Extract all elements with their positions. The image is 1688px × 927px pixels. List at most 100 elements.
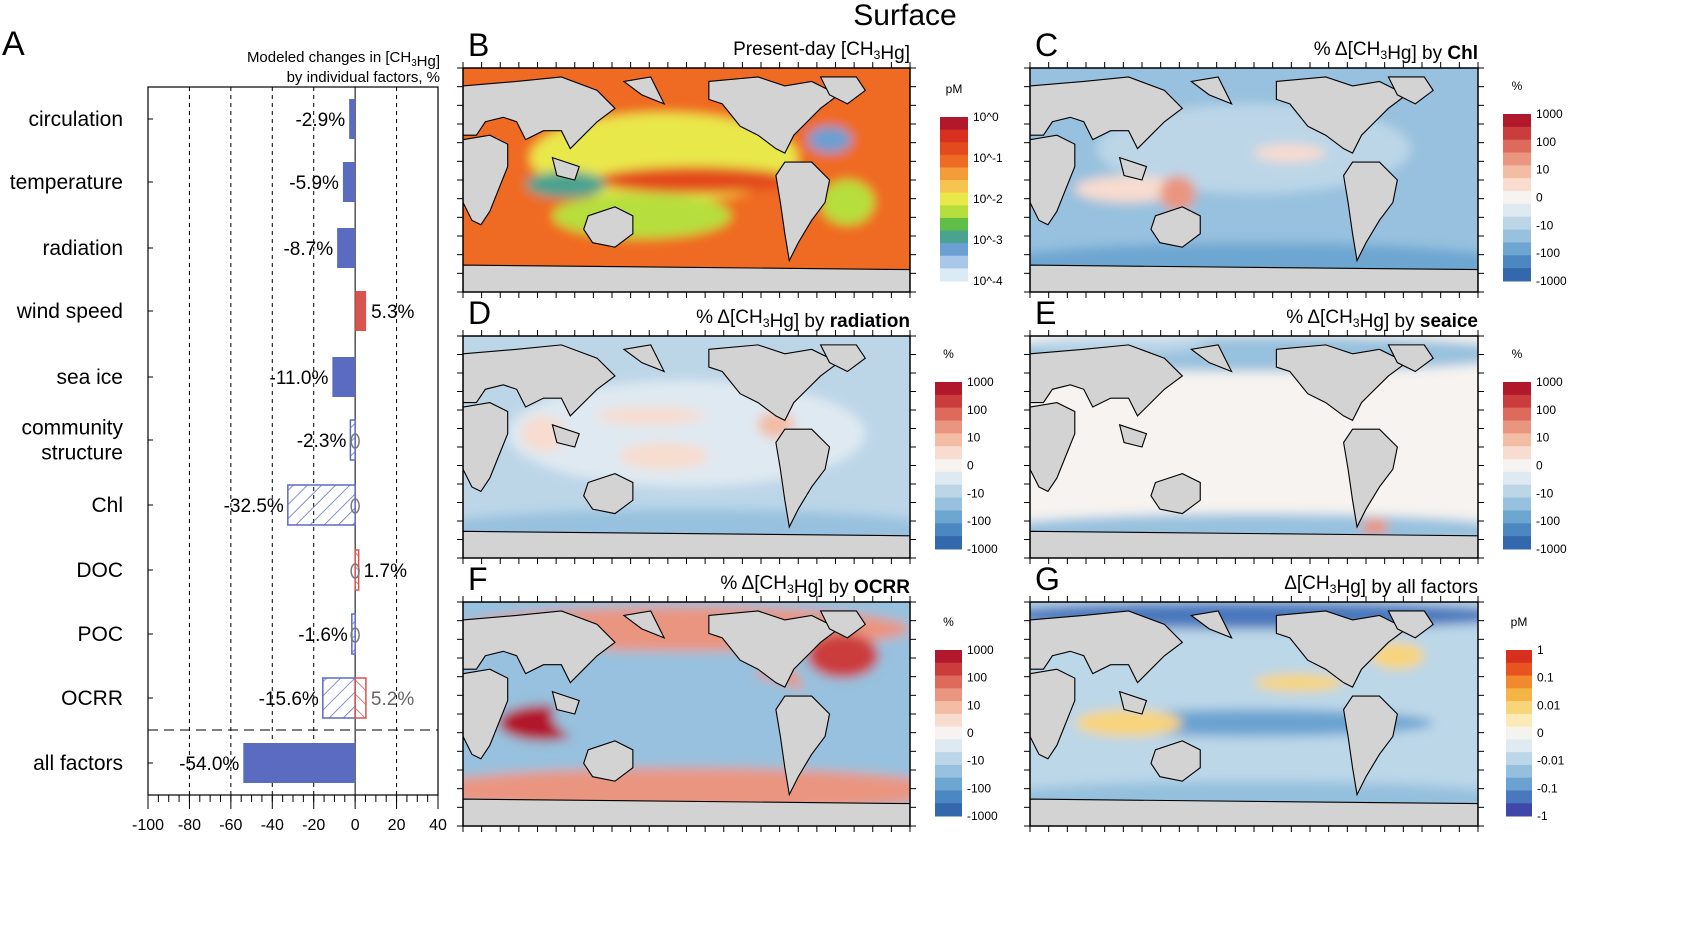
colorbar-tick-label: -1000 xyxy=(1536,542,1567,556)
colorbar-swatch xyxy=(1503,484,1531,499)
category-label: DOC xyxy=(76,559,123,582)
colorbar-unit: % xyxy=(1512,79,1523,93)
land xyxy=(1150,473,1201,515)
colorbar-tick-label: 0 xyxy=(1537,726,1544,740)
colorbar-unit: % xyxy=(943,615,954,629)
colorbar-swatch xyxy=(935,407,962,422)
colorbar-swatch xyxy=(1506,739,1532,753)
colorbar-swatch xyxy=(1503,433,1531,447)
land xyxy=(1150,206,1201,248)
bar xyxy=(342,162,356,202)
colorbar-tick-label: 1000 xyxy=(1536,107,1563,121)
colorbar-tick-label: 100 xyxy=(967,403,987,417)
colorbar-swatch xyxy=(1503,536,1531,550)
panel-letter: E xyxy=(1035,295,1056,331)
land xyxy=(1030,264,1478,292)
colorbar-swatch xyxy=(940,192,968,206)
bar xyxy=(354,677,367,719)
land xyxy=(463,134,509,226)
colorbar-tick-label: 10^-4 xyxy=(973,274,1003,288)
colorbar-swatch xyxy=(935,382,962,396)
colorbar-swatch xyxy=(1503,268,1531,282)
map-title: % Δ[CH3Hg] by seaice xyxy=(1286,307,1478,332)
zero-marker xyxy=(350,627,360,643)
x-tick-label: 40 xyxy=(429,817,447,834)
data-label: -1.6% xyxy=(298,625,348,646)
colorbar-swatch xyxy=(1506,726,1532,740)
bar xyxy=(349,419,356,461)
map-title-bold: seaice xyxy=(1420,311,1478,332)
land xyxy=(775,428,831,529)
colorbar-swatch xyxy=(935,752,962,766)
colorbar-swatch xyxy=(1503,114,1531,128)
colorbar-swatch xyxy=(1503,126,1531,141)
colorbar-tick-label: -100 xyxy=(1536,514,1560,528)
land xyxy=(1030,530,1478,558)
colorbar-swatch xyxy=(935,662,962,677)
colorbar-tick-label: 10 xyxy=(1536,163,1550,177)
panel-letter: D xyxy=(468,295,491,331)
colorbar-tick-label: 10^-1 xyxy=(973,151,1003,165)
colorbar-swatch xyxy=(935,739,962,753)
land xyxy=(819,344,867,373)
x-tick-label: -100 xyxy=(132,817,164,834)
land xyxy=(1030,344,1184,417)
map xyxy=(1030,336,1478,558)
colorbar-swatch xyxy=(1503,139,1531,154)
colorbar-tick-label: 0 xyxy=(1536,191,1543,205)
colorbar-swatch xyxy=(1503,459,1531,473)
data-label: 1.7% xyxy=(364,561,407,582)
map-panels: B Present-day [CH3Hg] pM 10^0 10^-1 10^-2 10^-… xyxy=(457,27,1567,832)
land xyxy=(463,344,616,417)
category-label: community xyxy=(21,417,123,440)
colorbar-tick-label: 10 xyxy=(967,698,981,712)
ocean-region xyxy=(552,193,732,239)
map xyxy=(1030,602,1478,826)
colorbar-tick-label: 100 xyxy=(1536,135,1556,149)
category-label: all factors xyxy=(33,752,123,775)
colorbar-swatch xyxy=(1503,203,1531,218)
ocean-region xyxy=(1074,175,1183,203)
map-panel-c: C% Δ[CH3Hg] by Chl%1000100100-10-100-100… xyxy=(1024,27,1567,298)
bar xyxy=(351,613,356,655)
colorbar-tick-label: -10 xyxy=(967,754,985,768)
bar xyxy=(287,484,356,526)
x-tick-label: 0 xyxy=(351,817,360,834)
ocean-region xyxy=(1370,642,1425,670)
data-label: -8.7% xyxy=(283,239,333,260)
ocean-region xyxy=(820,180,875,225)
zero-marker xyxy=(350,563,360,579)
land xyxy=(1343,161,1398,263)
colorbar-tick-label: -1000 xyxy=(1536,274,1567,288)
colorbar-swatch xyxy=(1506,790,1532,804)
ocean-region xyxy=(807,126,852,154)
land xyxy=(622,344,666,373)
land xyxy=(1343,428,1398,529)
land xyxy=(1030,76,1184,150)
map-title: % Δ[CH3Hg] by OCRR xyxy=(720,573,910,598)
colorbar-tick-label: -100 xyxy=(967,514,991,528)
colorbar-swatch xyxy=(935,688,962,702)
colorbar-swatch xyxy=(940,255,968,269)
data-label: -15.6% xyxy=(259,689,319,710)
ocean-region xyxy=(597,166,794,194)
land xyxy=(1387,344,1434,373)
ocean-region xyxy=(1159,175,1196,212)
colorbar-swatch xyxy=(1503,191,1531,205)
colorbar-tick-label: -1000 xyxy=(967,542,998,556)
x-tick-label: 20 xyxy=(388,817,406,834)
data-label: -54.0% xyxy=(179,754,239,775)
colorbar-swatch xyxy=(1506,675,1532,689)
land xyxy=(463,668,509,760)
colorbar-tick-label: 100 xyxy=(967,671,987,685)
land xyxy=(1150,740,1201,782)
colorbar-swatch xyxy=(935,446,962,460)
land xyxy=(622,610,666,639)
data-label: -5.9% xyxy=(289,173,339,194)
colorbar-tick-label: -1 xyxy=(1537,809,1548,823)
colorbar-swatch xyxy=(1503,510,1531,524)
colorbar-swatch xyxy=(935,484,962,499)
land xyxy=(708,76,840,154)
colorbar-tick-label: 1000 xyxy=(967,643,994,657)
